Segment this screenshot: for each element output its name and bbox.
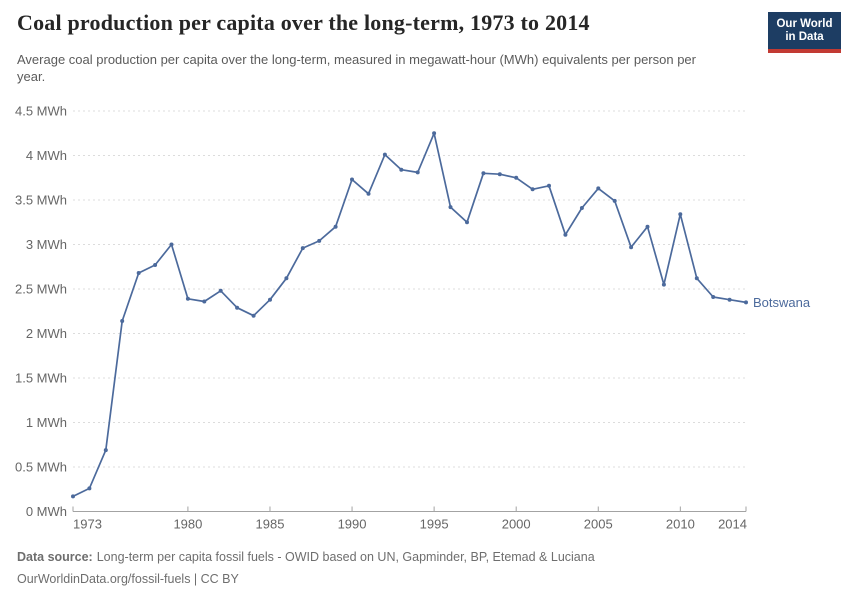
data-point-marker[interactable] [235, 305, 240, 310]
data-point-marker[interactable] [563, 232, 568, 237]
chart-subtitle: Average coal production per capita over … [17, 52, 696, 84]
data-point-marker[interactable] [87, 486, 92, 491]
x-axis-tick-label: 1973 [73, 517, 102, 532]
y-axis-tick-label: 3.5 MWh [15, 193, 67, 208]
y-axis-tick-label: 2.5 MWh [15, 282, 67, 297]
data-point-marker[interactable] [202, 299, 207, 304]
data-point-marker[interactable] [103, 448, 108, 453]
data-point-marker[interactable] [300, 246, 305, 251]
data-source-label: Data source: [17, 550, 93, 564]
data-source-line: Data source: Long-term per capita fossil … [17, 546, 777, 568]
data-point-marker[interactable] [465, 220, 469, 225]
data-point-marker[interactable] [661, 282, 666, 287]
data-point-marker[interactable] [317, 238, 322, 243]
data-point-marker[interactable] [251, 313, 256, 318]
x-axis-tick-label: 1990 [338, 517, 367, 532]
data-point-marker[interactable] [596, 186, 601, 191]
data-point-marker[interactable] [744, 300, 748, 305]
data-point-marker[interactable] [514, 175, 519, 180]
data-point-marker[interactable] [136, 271, 141, 275]
data-point-marker[interactable] [612, 198, 617, 203]
data-point-marker[interactable] [268, 297, 272, 302]
y-axis-tick-label: 0.5 MWh [15, 460, 67, 475]
license-line: OurWorldinData.org/fossil-fuels | CC BY [17, 572, 239, 586]
data-point-marker[interactable] [218, 288, 223, 293]
owid-logo-text: Our World in Data [768, 12, 841, 49]
data-point-marker[interactable] [120, 319, 125, 323]
data-point-marker[interactable] [415, 170, 420, 175]
data-point-marker[interactable] [284, 276, 289, 281]
page-title: Coal production per capita over the long… [17, 10, 590, 35]
x-axis-tick-label: 2005 [584, 517, 613, 532]
data-point-marker[interactable] [481, 171, 486, 176]
owid-logo-red-bar [768, 49, 841, 53]
data-point-marker[interactable] [497, 172, 502, 177]
y-axis-tick-label: 2 MWh [26, 326, 67, 341]
data-point-marker[interactable] [448, 205, 453, 210]
data-point-marker[interactable] [727, 297, 732, 302]
x-axis-tick-label: 1980 [173, 517, 202, 532]
y-axis-tick-label: 4 MWh [26, 148, 67, 163]
data-point-marker[interactable] [694, 276, 699, 281]
x-axis-tick-label: 2014 [718, 517, 747, 532]
data-point-marker[interactable] [350, 177, 354, 182]
data-point-marker[interactable] [71, 494, 75, 499]
y-axis-tick-label: 0 MWh [26, 504, 67, 519]
x-axis-tick-label: 2010 [666, 517, 695, 532]
x-axis-tick-label: 1985 [256, 517, 285, 532]
data-point-marker[interactable] [530, 187, 535, 192]
owid-logo[interactable]: Our World in Data [768, 12, 841, 53]
data-point-marker[interactable] [185, 296, 190, 301]
owid-logo-line2: in Data [785, 31, 824, 43]
data-point-marker[interactable] [366, 191, 371, 196]
series-end-label[interactable]: Botswana [753, 295, 811, 310]
data-point-marker[interactable] [547, 183, 551, 188]
data-point-marker[interactable] [333, 224, 338, 229]
y-axis-tick-label: 1 MWh [26, 415, 67, 430]
data-point-marker[interactable] [432, 131, 437, 136]
data-point-marker[interactable] [711, 295, 716, 299]
series-line[interactable] [72, 132, 747, 498]
data-point-marker[interactable] [399, 167, 404, 172]
y-axis-tick-label: 3 MWh [26, 237, 67, 252]
data-source-text: Long-term per capita fossil fuels - OWID… [96, 550, 595, 564]
owid-logo-line1: Our World [776, 18, 833, 30]
data-point-marker[interactable] [169, 242, 174, 247]
chart-footer: Data source: Long-term per capita fossil … [17, 546, 777, 590]
x-axis-tick-label: 2000 [502, 517, 531, 532]
data-point-marker[interactable] [645, 224, 650, 229]
x-axis-tick-label: 1995 [420, 517, 449, 532]
y-axis-tick-label: 4.5 MWh [15, 104, 67, 119]
data-point-marker[interactable] [382, 152, 387, 157]
data-point-marker[interactable] [579, 206, 584, 210]
data-point-marker[interactable] [629, 245, 634, 250]
data-point-marker[interactable] [153, 263, 158, 267]
data-point-marker[interactable] [678, 212, 683, 217]
y-axis-tick-label: 1.5 MWh [15, 371, 67, 386]
